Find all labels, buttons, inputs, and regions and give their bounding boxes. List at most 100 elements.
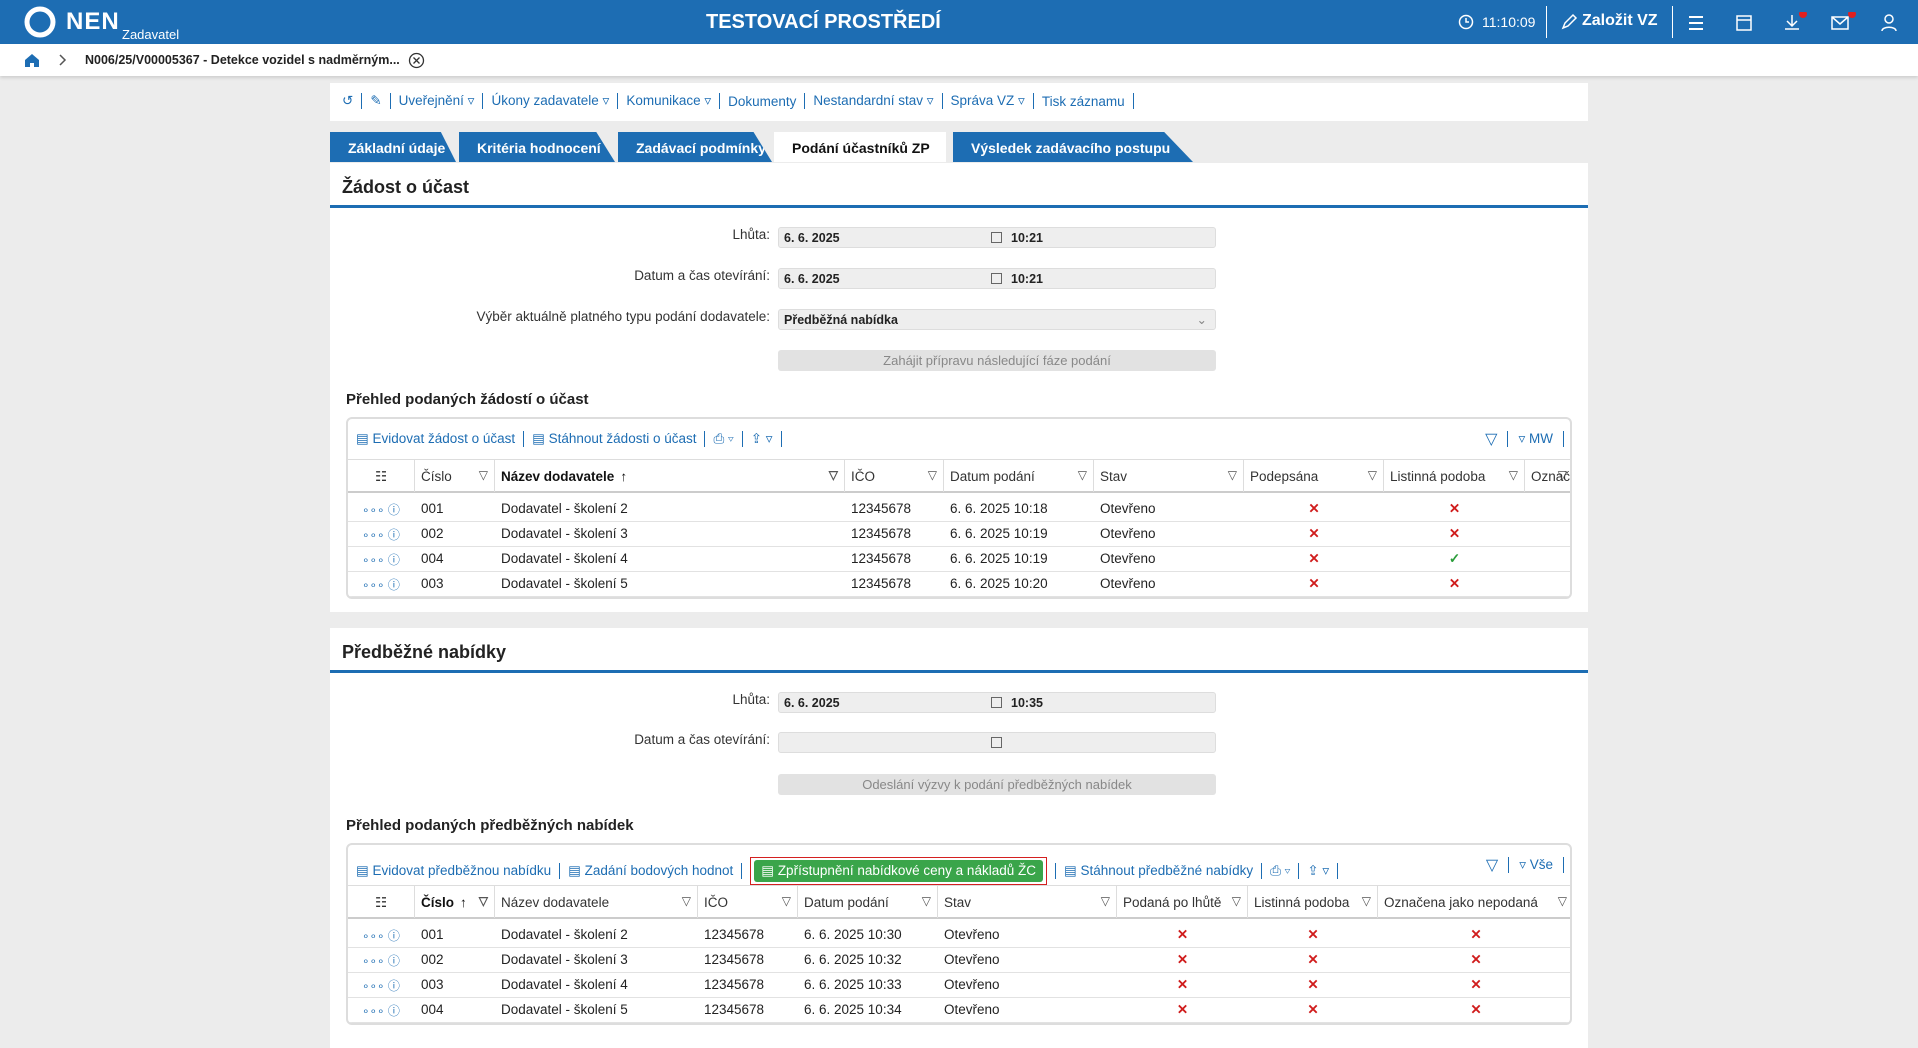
action-label[interactable]: ▤ Evidovat předběžnou nabídku bbox=[356, 863, 552, 878]
column-filter[interactable]: ▽ bbox=[681, 894, 691, 908]
column-filter[interactable]: ▽ bbox=[1231, 894, 1241, 908]
filter-icon[interactable]: ▽ bbox=[1485, 431, 1498, 448]
edit-icon[interactable]: ✎ bbox=[370, 93, 382, 108]
cross-icon: ✕ bbox=[1308, 576, 1320, 591]
action-label[interactable]: ▤ Stáhnout žádosti o účast bbox=[532, 431, 697, 446]
column-header[interactable]: IČO ▽ bbox=[845, 459, 944, 492]
column-header[interactable]: Datum podání ▽ bbox=[798, 885, 938, 918]
column-header[interactable]: Číslo ↑ ▽ bbox=[415, 885, 495, 918]
create-button[interactable]: Založit VZ bbox=[1582, 12, 1658, 29]
tab[interactable]: Zadávací podmínky bbox=[618, 132, 772, 162]
filter-icon[interactable]: ▽ bbox=[1485, 857, 1499, 874]
filter[interactable]: ▽ ▿ Vše bbox=[1486, 855, 1564, 875]
header-icons[interactable] bbox=[1686, 12, 1906, 34]
column-header[interactable]: Označena jako nepodaná ▽ bbox=[1378, 885, 1570, 918]
action-label[interactable]: ▤ Zpřístupnění nabídkové ceny a nákladů … bbox=[754, 860, 1043, 882]
column-header[interactable]: Název dodavatele ▽ bbox=[495, 885, 698, 918]
toolbar-item[interactable]: Nestandardní stav ▿ bbox=[813, 93, 934, 108]
column-filter[interactable]: ▽ bbox=[1557, 468, 1567, 482]
settings-icon[interactable]: ☷ bbox=[348, 885, 415, 918]
cross-icon: ✕ bbox=[1176, 952, 1189, 967]
column-filter[interactable]: ▽ bbox=[781, 894, 791, 908]
select[interactable]: Předběžná nabídka ⌄ bbox=[778, 309, 1216, 330]
column-header[interactable]: Datum podání ▽ bbox=[944, 459, 1094, 492]
action[interactable]: ▤ Zpřístupnění nabídkové ceny a nákladů … bbox=[750, 857, 1047, 885]
row-actions[interactable]: ∘∘∘ ⓘ bbox=[362, 528, 400, 542]
column-header[interactable]: Číslo ▽ bbox=[415, 459, 495, 492]
toolbar-item[interactable]: Tisk záznamu bbox=[1041, 93, 1125, 109]
row-actions[interactable]: ∘∘∘ ⓘ bbox=[362, 929, 400, 943]
toolbar-item[interactable]: Správa VZ ▿ bbox=[950, 93, 1025, 108]
date-input[interactable]: 6. 6. 2025 10:35 bbox=[778, 692, 1216, 713]
column-filter[interactable]: ▽ bbox=[927, 468, 937, 482]
column-filter[interactable]: ▽ bbox=[1100, 894, 1110, 908]
column-filter[interactable]: ▽ bbox=[1557, 894, 1567, 908]
action[interactable]: ▤ Evidovat žádost o účast bbox=[356, 431, 515, 447]
table: ▤ Evidovat předběžnou nabídku ▤ Zadání bo… bbox=[346, 843, 1572, 1025]
row-actions[interactable]: ∘∘∘ ⓘ bbox=[362, 553, 400, 567]
column-filter[interactable]: ▽ bbox=[478, 894, 488, 908]
row-actions[interactable]: ∘∘∘ ⓘ bbox=[362, 503, 400, 517]
breadcrumb-icons[interactable] bbox=[22, 51, 102, 69]
column-header[interactable]: Název dodavatele ↑ ▽ bbox=[495, 459, 845, 492]
column-header[interactable]: Stav ▽ bbox=[938, 885, 1117, 918]
column-header[interactable]: Označ ▽ bbox=[1525, 459, 1570, 492]
column-filter[interactable]: ▽ bbox=[478, 468, 488, 482]
section-title: Žádost o účast bbox=[342, 177, 470, 197]
icon-menu[interactable]: ⇪ ▿ bbox=[1307, 863, 1330, 878]
action[interactable]: ▤ Stáhnout předběžné nabídky bbox=[1064, 863, 1253, 879]
column-header[interactable]: IČO ▽ bbox=[698, 885, 798, 918]
settings-icon[interactable]: ☷ bbox=[348, 459, 415, 492]
column-header[interactable]: Podaná po lhůtě ▽ bbox=[1117, 885, 1248, 918]
icon-menu[interactable]: ⇪ ▿ bbox=[750, 431, 773, 446]
button[interactable]: Zahájit přípravu následující fáze podání bbox=[778, 350, 1216, 371]
column-filter[interactable]: ▽ bbox=[1227, 468, 1237, 482]
field-label: Datum a čas otevírání: bbox=[634, 732, 770, 747]
column-filter[interactable]: ▽ bbox=[828, 468, 838, 482]
column-filter[interactable]: ▽ bbox=[1361, 894, 1371, 908]
row-actions[interactable]: ∘∘∘ ⓘ bbox=[362, 578, 400, 592]
action-label[interactable]: ▤ Zadání bodových hodnot bbox=[568, 863, 734, 878]
column-header[interactable]: Stav ▽ bbox=[1094, 459, 1244, 492]
column-filter[interactable]: ▽ bbox=[921, 894, 931, 908]
toolbar-item[interactable]: Dokumenty bbox=[728, 93, 797, 109]
tab[interactable]: Základní údaje bbox=[330, 132, 456, 162]
undo-icon[interactable]: ↺ bbox=[342, 93, 354, 108]
toolbar-item[interactable]: Úkony zadavatele ▿ bbox=[491, 93, 610, 108]
toolbar-item[interactable]: Uveřejnění ▿ bbox=[398, 93, 475, 108]
row-actions[interactable]: ∘∘∘ ⓘ bbox=[362, 954, 400, 968]
column-header[interactable]: Listinná podoba ▽ bbox=[1248, 885, 1378, 918]
action[interactable]: ▤ Stáhnout žádosti o účast bbox=[532, 431, 696, 447]
cross-icon: ✕ bbox=[1307, 952, 1319, 967]
icon-menu[interactable]: ⎙ ▿ bbox=[713, 431, 734, 446]
icon-menu[interactable]: ⎙ ▿ bbox=[1270, 863, 1291, 878]
filter-label[interactable]: ▿ Vše bbox=[1519, 857, 1553, 872]
cell: 6. 6. 2025 10:18 bbox=[950, 501, 1048, 516]
date-input[interactable]: 6. 6. 2025 10:21 bbox=[778, 268, 1216, 289]
action-label[interactable]: ▤ Evidovat žádost o účast bbox=[356, 431, 516, 446]
close-icon[interactable] bbox=[408, 52, 425, 69]
column-filter[interactable]: ▽ bbox=[1367, 468, 1377, 482]
cross-icon: ✕ bbox=[1307, 1002, 1319, 1017]
column-filter[interactable]: ▽ bbox=[1508, 468, 1518, 482]
tab[interactable]: Podání účastníků ZP bbox=[774, 132, 946, 162]
column-header[interactable]: Podepsána ▽ bbox=[1244, 459, 1384, 492]
column-filter[interactable]: ▽ bbox=[1077, 468, 1087, 482]
button[interactable]: Odeslání výzvy k podání předběžných nabí… bbox=[778, 774, 1216, 795]
action[interactable]: ▤ Evidovat předběžnou nabídku bbox=[356, 863, 551, 879]
toolbar-item[interactable]: Komunikace ▿ bbox=[626, 93, 712, 108]
date-input[interactable] bbox=[778, 732, 1216, 753]
column-header[interactable]: Listinná podoba ▽ bbox=[1384, 459, 1525, 492]
column-label: Listinná podoba bbox=[1254, 895, 1350, 910]
filter[interactable]: ▽ ▿ MW bbox=[1485, 429, 1564, 449]
row-actions[interactable]: ∘∘∘ ⓘ bbox=[362, 1004, 400, 1018]
action-label[interactable]: ▤ Stáhnout předběžné nabídky bbox=[1063, 863, 1254, 878]
row-actions[interactable]: ∘∘∘ ⓘ bbox=[362, 979, 400, 993]
breadcrumb[interactable]: N006/25/V00005367 - Detekce vozidel s na… bbox=[85, 53, 400, 67]
action[interactable]: ▤ Zadání bodových hodnot bbox=[568, 863, 733, 879]
tab[interactable]: Výsledek zadávacího postupu bbox=[953, 132, 1193, 162]
tab[interactable]: Kritéria hodnocení bbox=[459, 132, 615, 162]
field-label: Výběr aktuálně platného typu podání doda… bbox=[476, 309, 770, 324]
filter-label[interactable]: ▿ MW bbox=[1518, 431, 1553, 446]
date-input[interactable]: 6. 6. 2025 10:21 bbox=[778, 227, 1216, 248]
